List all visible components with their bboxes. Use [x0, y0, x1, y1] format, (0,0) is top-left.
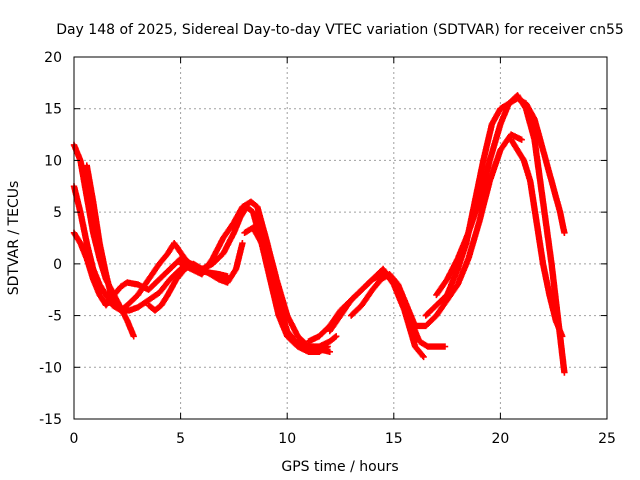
- x-tick-label: 10: [278, 431, 296, 447]
- y-tick-label: -10: [39, 360, 62, 376]
- y-tick-label: 20: [44, 50, 62, 66]
- axis-ticks: 0 5 10 15 20 25 -15 -10 -5 0 5 10 15 20: [39, 50, 616, 447]
- y-tick-label: 15: [44, 102, 62, 118]
- x-tick-label: 0: [70, 431, 79, 447]
- y-tick-label: -5: [48, 309, 62, 325]
- x-tick-label: 25: [598, 431, 616, 447]
- series-sat-n: [507, 136, 566, 340]
- x-tick-label: 20: [491, 431, 509, 447]
- y-tick-label: 5: [53, 205, 62, 221]
- x-tick-label: 5: [176, 431, 185, 447]
- x-tick-label: 15: [385, 431, 403, 447]
- series-markers: [507, 136, 566, 340]
- y-tick-label: 0: [53, 257, 62, 273]
- x-axis-label: GPS time / hours: [281, 459, 398, 475]
- series-sat-j: [326, 265, 427, 361]
- series-markers: [241, 224, 333, 355]
- y-tick-label: -15: [39, 412, 62, 428]
- series-markers: [326, 265, 427, 361]
- series-markers: [348, 131, 525, 330]
- chart-title: Day 148 of 2025, Sidereal Day-to-day VTE…: [56, 22, 624, 38]
- series-sat-k: [348, 131, 525, 330]
- y-axis-label: SDTVAR / TECUs: [6, 181, 22, 296]
- series-sat-h: [241, 224, 333, 355]
- plot-area: [70, 92, 568, 376]
- y-tick-label: 10: [44, 153, 62, 169]
- plot-frame: [73, 56, 608, 420]
